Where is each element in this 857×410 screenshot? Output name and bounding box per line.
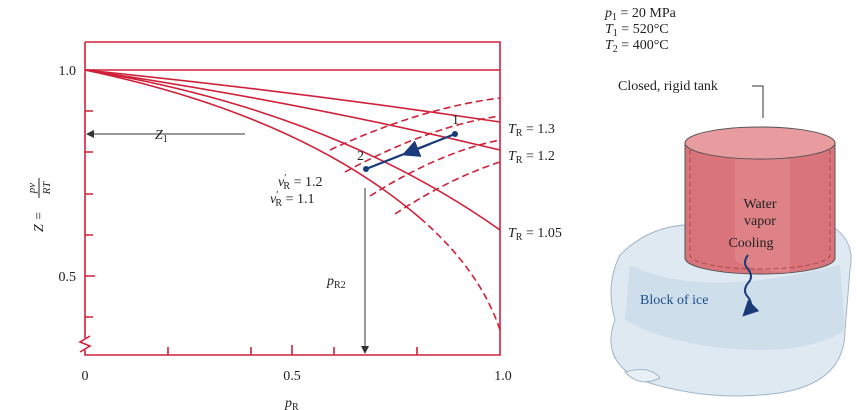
plot: 1.0 0.5 0 0.5 1.0 pR Z = pv RT Z1 TR = 1… xyxy=(26,42,562,410)
condition: T1 = 520°C xyxy=(605,22,669,39)
volume-label: v′R = 1.1 xyxy=(270,190,314,209)
lhs: Z = xyxy=(32,211,47,232)
state-label: 1 xyxy=(452,113,459,128)
symbol: Z xyxy=(155,128,163,143)
value: = 1.3 xyxy=(522,122,554,137)
x-tick-label: 0.5 xyxy=(283,369,301,384)
process-arrow xyxy=(410,144,430,152)
symbol: p xyxy=(604,6,612,21)
value: = 1.1 xyxy=(282,192,314,207)
volume-curve xyxy=(330,98,500,150)
symbol: p xyxy=(284,396,292,410)
subscript: R2 xyxy=(334,280,346,291)
state-point xyxy=(363,166,369,172)
numerator: pv xyxy=(26,183,38,195)
condition: T2 = 400°C xyxy=(605,38,669,55)
pr2-label: pR2 xyxy=(326,274,346,291)
leader-line xyxy=(752,86,763,118)
volume-curve xyxy=(370,140,500,196)
x-tick-label: 1.0 xyxy=(494,369,512,384)
denominator: RT xyxy=(41,181,53,196)
state-point xyxy=(452,131,458,137)
x-ticks xyxy=(168,345,417,355)
x-axis-label: pR xyxy=(284,396,299,410)
value: = 400°C xyxy=(618,38,669,53)
subscript: 1 xyxy=(163,134,168,145)
volume-label: v′R = 1.2 xyxy=(278,173,322,192)
x-tick-label: 0 xyxy=(82,369,89,384)
axis-break xyxy=(80,336,90,352)
value: = 1.05 xyxy=(522,226,561,241)
ice-label: Block of ice xyxy=(640,293,708,308)
curve-label: TR = 1.3 xyxy=(508,122,555,139)
figure: 1.0 0.5 0 0.5 1.0 pR Z = pv RT Z1 TR = 1… xyxy=(0,0,857,410)
tank-top xyxy=(685,127,835,159)
value: = 1.2 xyxy=(522,149,554,164)
condition: p1 = 20 MPa xyxy=(604,6,677,23)
value: = 20 MPa xyxy=(617,6,677,21)
y-tick-label: 1.0 xyxy=(59,64,77,79)
contents: Water xyxy=(743,197,776,212)
saturation-curve xyxy=(420,218,500,330)
tank-illustration: p1 = 20 MPa T1 = 520°C T2 = 400°C Closed… xyxy=(604,6,851,396)
tank-label: Closed, rigid tank xyxy=(618,79,718,94)
y-ticks xyxy=(85,70,95,317)
subscript: R xyxy=(292,402,299,410)
symbol: p xyxy=(326,274,334,289)
contents: vapor xyxy=(744,214,776,229)
curve-label: TR = 1.05 xyxy=(508,226,562,243)
z1-label: Z1 xyxy=(155,128,168,145)
process-label: Cooling xyxy=(728,236,773,251)
curve-label: TR = 1.2 xyxy=(508,149,555,166)
value: = 1.2 xyxy=(290,175,322,190)
state-label: 2 xyxy=(357,149,364,164)
y-axis-label: Z = pv RT xyxy=(26,178,53,232)
isotherm-curve xyxy=(85,70,500,122)
y-tick-label: 0.5 xyxy=(59,270,77,285)
volume-curve xyxy=(395,162,500,214)
value: = 520°C xyxy=(618,22,669,37)
saturation-curve xyxy=(85,70,420,218)
